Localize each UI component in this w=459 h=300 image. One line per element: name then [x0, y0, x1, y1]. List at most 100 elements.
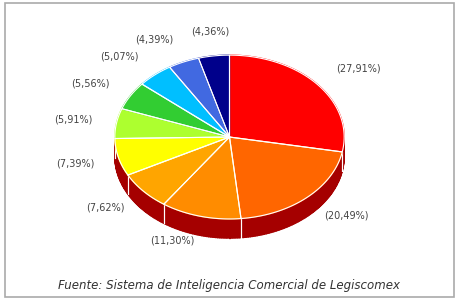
Polygon shape: [129, 177, 130, 197]
Polygon shape: [133, 181, 134, 201]
Polygon shape: [203, 217, 205, 236]
Text: (5,07%): (5,07%): [101, 51, 139, 61]
Polygon shape: [232, 219, 234, 238]
Polygon shape: [316, 190, 318, 210]
Polygon shape: [248, 218, 250, 237]
Polygon shape: [139, 188, 140, 208]
Polygon shape: [205, 217, 207, 236]
Polygon shape: [314, 191, 315, 212]
Polygon shape: [268, 214, 269, 233]
Polygon shape: [301, 200, 302, 220]
Polygon shape: [240, 218, 241, 238]
Text: Fuente: Sistema de Inteligencia Comercial de Legiscomex: Fuente: Sistema de Inteligencia Comercia…: [58, 280, 401, 292]
Polygon shape: [195, 215, 196, 235]
Polygon shape: [278, 211, 280, 230]
Polygon shape: [175, 209, 176, 229]
Polygon shape: [142, 67, 230, 137]
Polygon shape: [137, 185, 138, 206]
Polygon shape: [243, 218, 245, 238]
Polygon shape: [327, 179, 328, 199]
Polygon shape: [330, 174, 331, 195]
Polygon shape: [246, 218, 248, 237]
Polygon shape: [169, 58, 230, 137]
Polygon shape: [319, 188, 320, 208]
Polygon shape: [325, 181, 326, 201]
Polygon shape: [331, 173, 332, 194]
Text: (4,36%): (4,36%): [191, 27, 230, 37]
Polygon shape: [312, 193, 313, 213]
Polygon shape: [125, 171, 126, 191]
Text: (20,49%): (20,49%): [324, 210, 368, 220]
Polygon shape: [273, 212, 274, 232]
Polygon shape: [178, 210, 179, 230]
Polygon shape: [230, 219, 232, 238]
Text: (7,39%): (7,39%): [56, 158, 95, 168]
Polygon shape: [121, 164, 122, 184]
Polygon shape: [153, 198, 154, 218]
Polygon shape: [127, 173, 128, 194]
Polygon shape: [119, 160, 120, 180]
Polygon shape: [299, 201, 301, 221]
Polygon shape: [183, 212, 185, 232]
Text: (11,30%): (11,30%): [150, 235, 195, 245]
Polygon shape: [334, 170, 335, 190]
Polygon shape: [124, 170, 125, 190]
Polygon shape: [281, 210, 283, 229]
Polygon shape: [234, 219, 236, 238]
Polygon shape: [149, 195, 150, 215]
Polygon shape: [118, 158, 119, 178]
Text: (5,91%): (5,91%): [54, 114, 92, 124]
Polygon shape: [336, 166, 337, 186]
Polygon shape: [147, 194, 149, 214]
Polygon shape: [280, 210, 281, 230]
Polygon shape: [128, 174, 129, 195]
Polygon shape: [297, 203, 298, 223]
Polygon shape: [188, 213, 190, 233]
Polygon shape: [259, 216, 261, 235]
Polygon shape: [216, 218, 218, 238]
Polygon shape: [339, 160, 340, 180]
Polygon shape: [338, 161, 339, 182]
Polygon shape: [230, 137, 342, 218]
Polygon shape: [173, 208, 175, 228]
Polygon shape: [274, 212, 276, 232]
Polygon shape: [120, 161, 121, 182]
Polygon shape: [134, 182, 135, 202]
Polygon shape: [115, 109, 230, 139]
Polygon shape: [218, 218, 219, 238]
Polygon shape: [143, 190, 144, 211]
Polygon shape: [289, 206, 291, 226]
Polygon shape: [198, 55, 230, 137]
Polygon shape: [164, 204, 166, 224]
Polygon shape: [328, 178, 329, 198]
Polygon shape: [191, 214, 193, 234]
Polygon shape: [284, 208, 286, 228]
Polygon shape: [198, 216, 200, 235]
Polygon shape: [225, 219, 227, 238]
Polygon shape: [140, 188, 141, 208]
Polygon shape: [162, 203, 164, 224]
Polygon shape: [158, 201, 160, 221]
Polygon shape: [305, 198, 306, 218]
Polygon shape: [308, 196, 309, 216]
Polygon shape: [151, 197, 153, 217]
Polygon shape: [185, 212, 186, 232]
Polygon shape: [211, 218, 213, 237]
Polygon shape: [219, 219, 221, 238]
Text: (5,56%): (5,56%): [71, 78, 109, 88]
Polygon shape: [332, 172, 333, 192]
Polygon shape: [126, 172, 127, 192]
Polygon shape: [130, 178, 131, 198]
Polygon shape: [250, 218, 252, 237]
Polygon shape: [213, 218, 214, 237]
Polygon shape: [193, 215, 195, 234]
Polygon shape: [292, 205, 293, 225]
Polygon shape: [146, 193, 147, 213]
Polygon shape: [295, 203, 297, 224]
Polygon shape: [286, 208, 287, 227]
Polygon shape: [310, 194, 312, 214]
Polygon shape: [302, 200, 303, 220]
Text: (27,91%): (27,91%): [336, 64, 381, 74]
Polygon shape: [318, 188, 319, 208]
Polygon shape: [122, 84, 230, 137]
